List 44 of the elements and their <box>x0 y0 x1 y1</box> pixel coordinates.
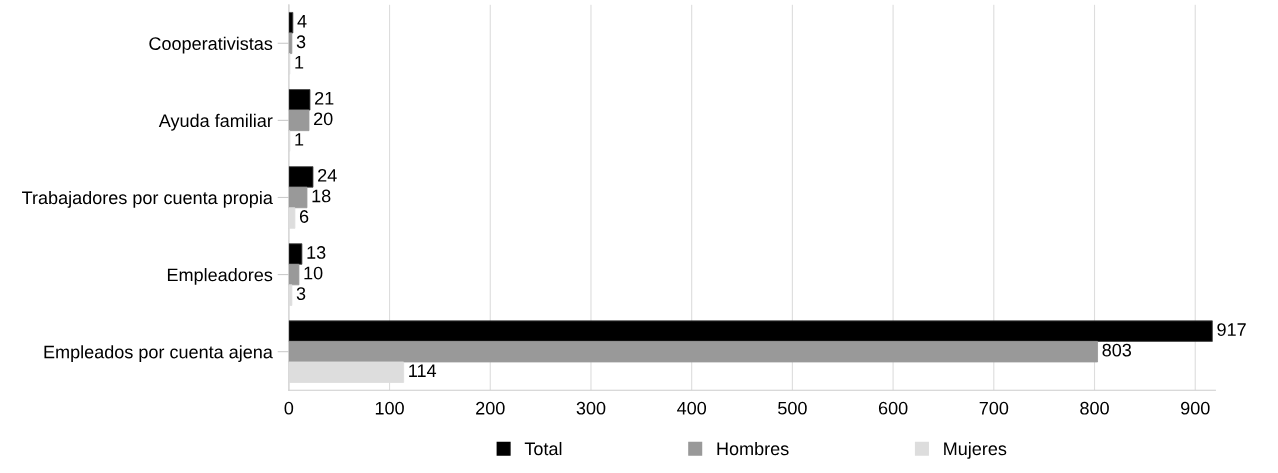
data-label: 18 <box>312 189 331 203</box>
bar <box>288 109 310 132</box>
y-tick-label: Cooperativistas <box>149 36 273 54</box>
data-label: 13 <box>307 246 326 259</box>
x-tick-label: 900 <box>1181 401 1210 415</box>
x-tick-label: 800 <box>1080 401 1109 415</box>
bar <box>288 186 308 209</box>
x-tick-label: 100 <box>375 401 404 415</box>
data-label: 114 <box>409 364 437 377</box>
x-tick-label: 500 <box>778 401 807 415</box>
x-tick-label: 600 <box>878 401 908 415</box>
data-label: 3 <box>296 35 306 49</box>
legend-label: Mujeres <box>944 441 1007 459</box>
bar <box>288 320 1213 342</box>
bar <box>288 89 311 111</box>
data-label: 20 <box>314 112 333 126</box>
legend-label: Total <box>524 441 562 456</box>
bar <box>288 12 294 34</box>
bar <box>288 340 1098 363</box>
legend-label: Hombres <box>717 441 789 456</box>
bar <box>288 207 296 229</box>
data-label: 3 <box>296 287 306 300</box>
bar <box>288 243 303 265</box>
data-label: 803 <box>1102 343 1132 357</box>
y-tick-label: Ayuda familiar <box>158 113 273 131</box>
data-label: 917 <box>1217 323 1246 336</box>
data-label: 1 <box>295 56 304 69</box>
data-label: 21 <box>315 91 334 105</box>
x-tick-label: 200 <box>476 401 505 415</box>
y-tick-label: Trabajadores por cuenta propia <box>22 190 273 208</box>
y-tick-label: Empleadores <box>167 268 273 285</box>
data-label: 1 <box>295 133 304 146</box>
x-tick-label: 700 <box>979 401 1009 415</box>
data-label: 24 <box>318 168 337 182</box>
data-label: 10 <box>304 266 323 280</box>
x-tick-label: 0 <box>284 401 294 415</box>
y-tick-label: Empleados por cuenta ajena <box>44 345 273 362</box>
bar <box>288 284 293 306</box>
x-tick-label: 300 <box>576 401 606 415</box>
bar <box>288 166 314 188</box>
x-tick-label: 400 <box>677 401 707 415</box>
data-label: 6 <box>299 210 309 223</box>
bar <box>288 263 300 286</box>
data-label: 4 <box>297 14 307 28</box>
